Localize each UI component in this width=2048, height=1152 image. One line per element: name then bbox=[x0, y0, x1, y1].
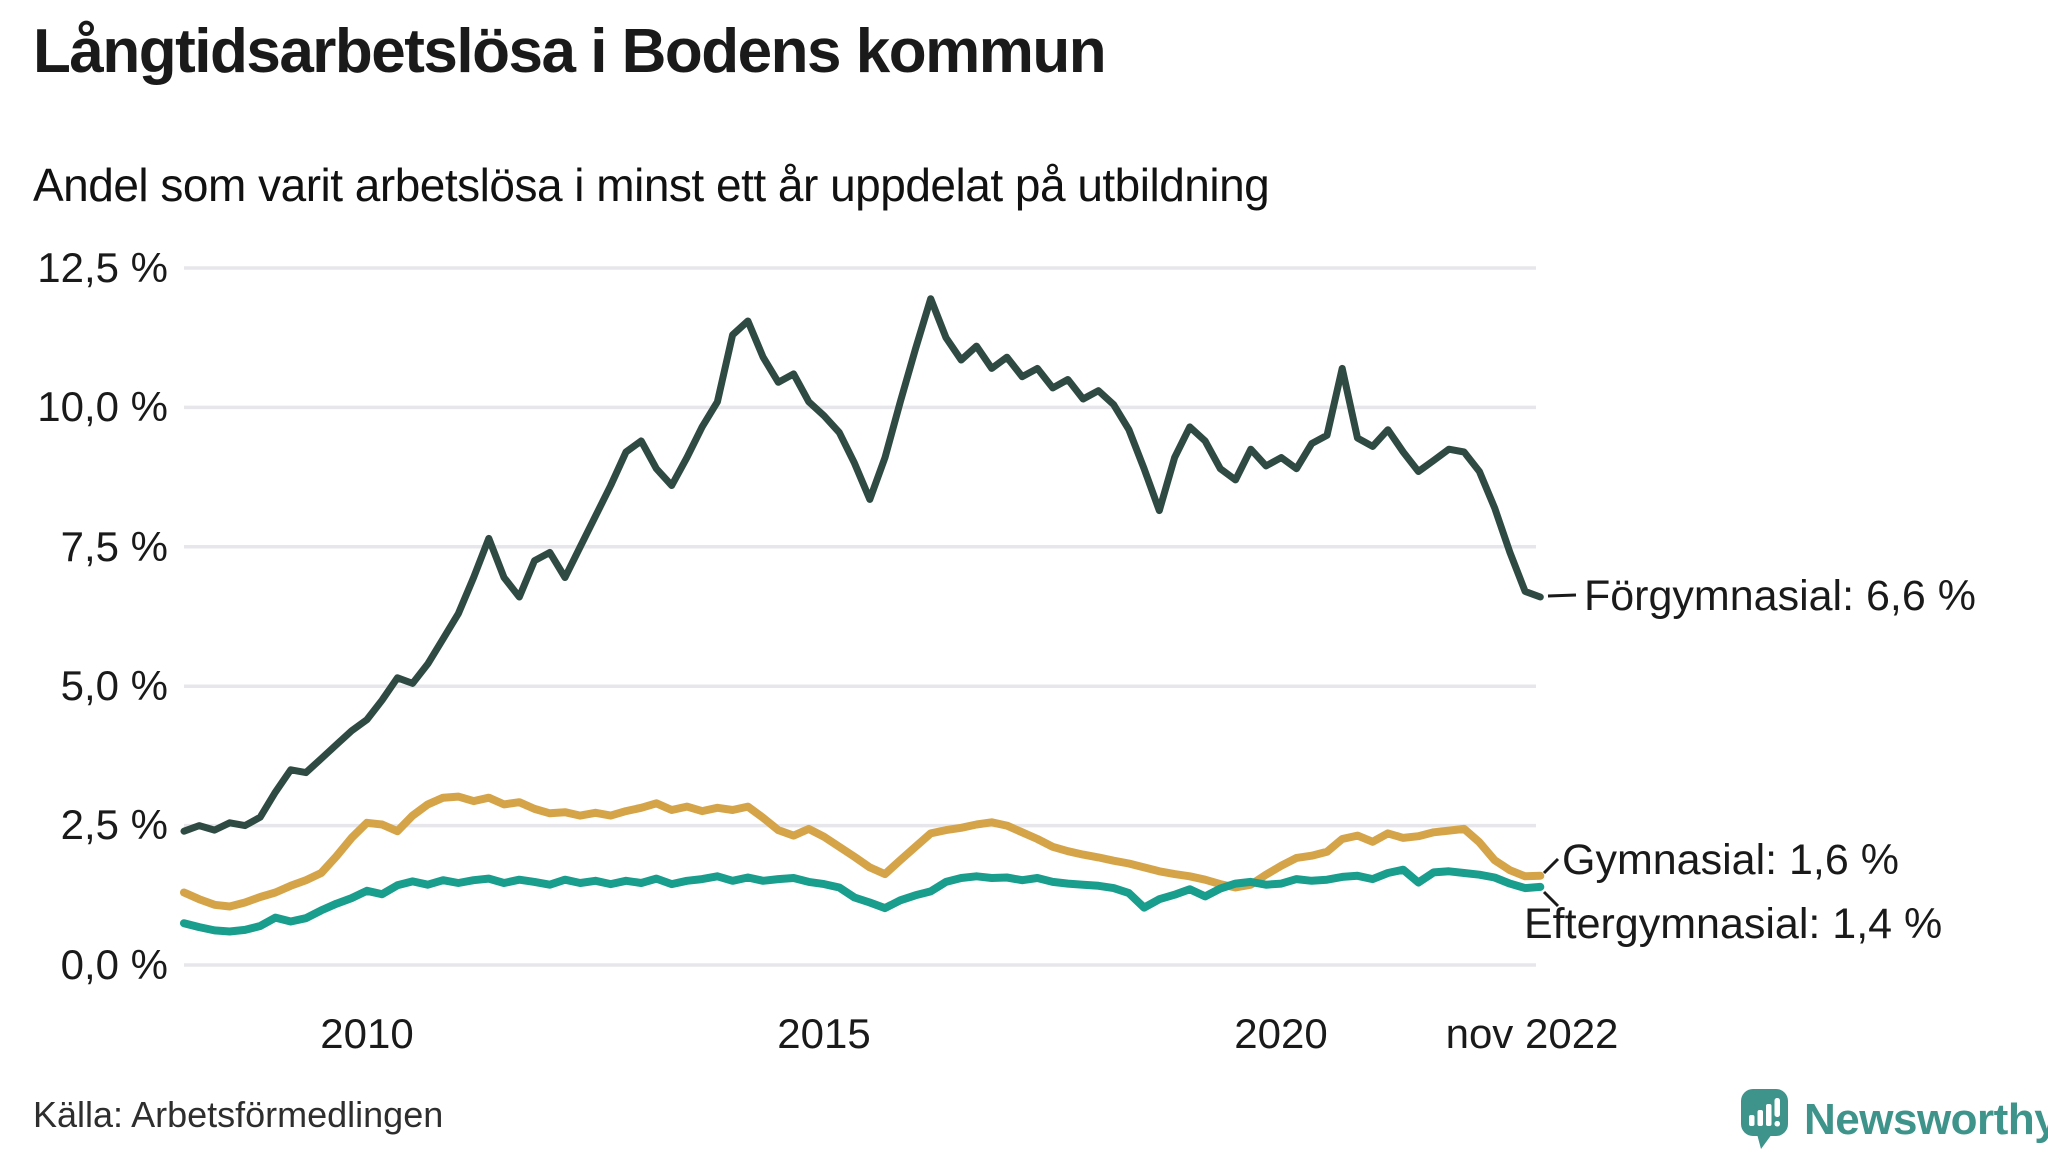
connector-forgymnasial bbox=[1547, 593, 1577, 598]
x-axis-tick-label: 2020 bbox=[1234, 1010, 1328, 1057]
gridlines bbox=[184, 266, 1536, 967]
x-axis-tick-label: nov 2022 bbox=[1445, 1010, 1619, 1057]
series-line-förgymnasial bbox=[180, 295, 1544, 835]
series-end-label-eftergymnasial: Eftergymnasial: 1,4 % bbox=[1524, 900, 1943, 948]
series-end-label-forgymnasial: Förgymnasial: 6,6 % bbox=[1584, 572, 1976, 620]
y-axis-tick-label: 12,5 % bbox=[37, 244, 168, 291]
source-note: Källa: Arbetsförmedlingen bbox=[33, 1094, 444, 1135]
y-axis-tick-label: 2,5 % bbox=[60, 801, 168, 848]
connector-eftergymnasial bbox=[1542, 890, 1560, 908]
y-axis-tick-label: 0,0 % bbox=[60, 941, 168, 988]
x-axis-tick-label: 2010 bbox=[320, 1010, 414, 1057]
newsworthy-logo-text: Newsworthy bbox=[1804, 1095, 2048, 1144]
y-axis-tick-label: 5,0 % bbox=[60, 662, 168, 709]
page-subtitle: Andel som varit arbetslösa i minst ett å… bbox=[33, 159, 1270, 211]
newsworthy-logo: Newsworthy bbox=[1740, 1088, 2048, 1152]
series-lines bbox=[180, 295, 1545, 936]
y-axis-tick-label: 7,5 % bbox=[60, 523, 168, 570]
series-end-label-gymnasial: Gymnasial: 1,6 % bbox=[1562, 836, 1899, 884]
newsworthy-logo-icon bbox=[1741, 1089, 1788, 1149]
y-axis-tick-label: 10,0 % bbox=[37, 383, 168, 430]
label-connectors bbox=[1542, 593, 1577, 908]
x-axis-tick-label: 2015 bbox=[777, 1010, 871, 1057]
series-line-eftergymnasial bbox=[180, 865, 1545, 936]
page-title: Långtidsarbetslösa i Bodens kommun bbox=[33, 17, 1107, 86]
connector-gymnasial bbox=[1542, 857, 1560, 875]
series-line-gymnasial bbox=[180, 792, 1545, 911]
